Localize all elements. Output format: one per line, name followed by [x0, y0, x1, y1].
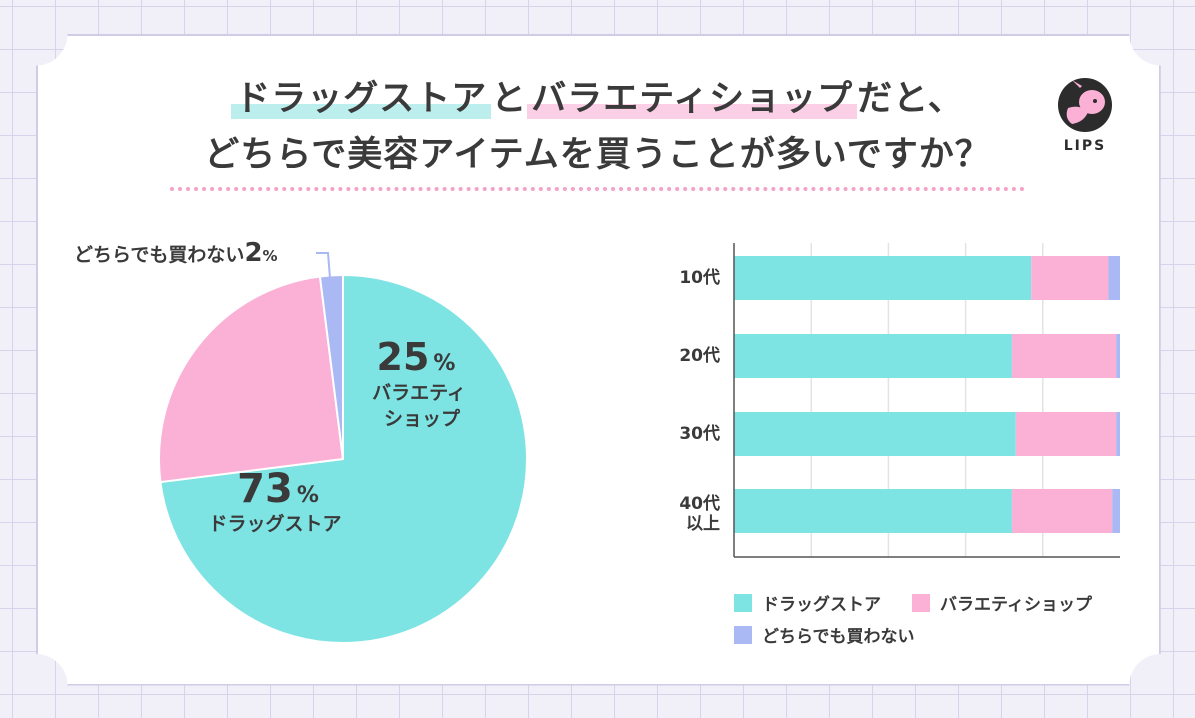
title-line-1: ドラッグストアとバラエティショップ だと、: [0, 70, 1195, 121]
bar-segment-3-2: [1112, 489, 1120, 533]
drugstore-pct-label: 73%: [237, 466, 319, 512]
category-label-40s-line1: 40代: [679, 494, 720, 514]
bar-segment-2-0: [734, 412, 1016, 456]
pie-chart: [158, 273, 528, 644]
variety-name-line2: ショップ: [384, 407, 461, 430]
bar-segment-1-1: [1011, 334, 1117, 378]
bar-segment-1-2: [1116, 334, 1120, 378]
category-label-30s: 30代: [640, 424, 720, 444]
neither-pct-sign: %: [262, 247, 278, 265]
bar-segment-3-0: [734, 489, 1012, 533]
legend-label-variety: バラエティショップ: [940, 595, 1092, 615]
legend-variety: バラエティショップ: [912, 590, 1092, 615]
legend-label-drugstore: ドラッグストア: [762, 595, 881, 615]
category-label-10s: 10代: [640, 268, 720, 288]
legend-drugstore: ドラッグストア: [734, 590, 881, 615]
bar-segment-0-2: [1108, 256, 1120, 300]
variety-pct-value: 25: [377, 335, 430, 379]
neither-leader-line: [316, 252, 331, 279]
neither-name: どちらでも買わない: [74, 244, 245, 266]
category-label-30s-line1: 30代: [679, 424, 720, 444]
legend-swatch-neither: [734, 625, 752, 644]
drugstore-name-label: ドラッグストア: [208, 512, 341, 535]
title-end: だと、: [857, 79, 964, 119]
category-label-10s-line1: 10代: [679, 268, 720, 288]
variety-name-line1: バラエティ: [372, 382, 466, 404]
pie-slice-2: [318, 273, 344, 460]
legend-swatch-variety: [912, 593, 930, 612]
stacked-bar-chart: [734, 256, 1120, 533]
category-label-20s-line1: 20代: [679, 346, 720, 366]
category-label-40s: 40代 以上: [640, 494, 720, 534]
variety-pct-label: 25%: [377, 335, 456, 379]
variety-pct-sign: %: [433, 351, 455, 376]
pie-slice-1: [158, 275, 345, 484]
title-conj: と: [491, 79, 528, 119]
drugstore-pct-sign: %: [297, 483, 319, 508]
pie-labels: 25% バラエティ ショップ 73% ドラッグストア: [208, 335, 465, 535]
bar-segment-2-1: [1015, 412, 1117, 456]
neither-pie-label: どちらでも買わない2%: [74, 238, 278, 268]
category-label-20s: 20代: [640, 346, 720, 366]
category-label-40s-line2: 以上: [686, 514, 720, 534]
title-variety: バラエティショップ: [527, 79, 858, 119]
logo-text: LIPS: [1063, 138, 1107, 154]
lips-logo: LIPS: [1052, 78, 1116, 164]
legend-label-neither: どちらでも買わない: [762, 627, 915, 647]
title-line-2: どちらで美容アイテムを買うことが多いですか？: [204, 135, 991, 175]
title-drugstore: ドラッグストア: [231, 79, 492, 119]
bar-segment-0-0: [734, 256, 1032, 300]
bar-segment-3-1: [1011, 489, 1113, 533]
neither-pct-value: 2: [244, 238, 263, 268]
legend-neither: どちらでも買わない: [734, 622, 915, 647]
bar-segment-1-0: [734, 334, 1012, 378]
bar-segment-2-2: [1116, 412, 1120, 456]
dotted-divider: [170, 187, 1025, 191]
drugstore-pct-value: 73: [237, 466, 293, 512]
deer-icon: [1058, 78, 1112, 132]
legend-swatch-drugstore: [734, 593, 752, 612]
bar-segment-0-1: [1031, 256, 1109, 300]
